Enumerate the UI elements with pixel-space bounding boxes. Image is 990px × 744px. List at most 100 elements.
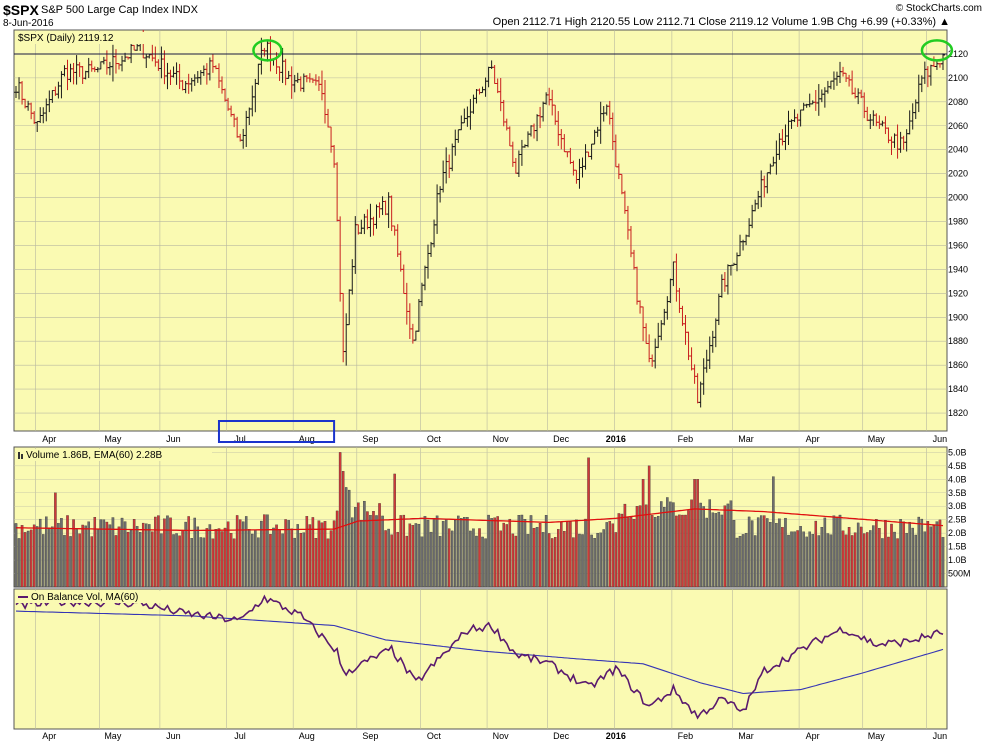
volume-bar	[893, 531, 896, 588]
x-tick-label: Jun	[166, 434, 181, 444]
volume-bar	[190, 538, 193, 588]
volume-bar	[172, 534, 175, 588]
volume-bar	[251, 533, 254, 588]
volume-bar	[826, 533, 830, 588]
volume-bar	[450, 530, 454, 588]
volume-ema-line	[16, 508, 944, 532]
volume-bar	[756, 517, 760, 588]
volume-bar	[138, 532, 142, 588]
volume-bar	[847, 527, 851, 588]
volume-bar	[278, 529, 281, 588]
volume-bar	[881, 538, 884, 588]
volume-bar	[535, 527, 539, 588]
volume-bar	[538, 523, 542, 588]
volume-bar	[787, 534, 790, 588]
volume-bar	[772, 476, 775, 588]
volume-bar	[51, 526, 54, 588]
volume-bar	[620, 513, 624, 588]
volume-bar	[381, 515, 384, 588]
volume-bar	[387, 528, 390, 588]
volume-bar	[141, 522, 145, 588]
volume-bar	[120, 517, 124, 588]
volume-bar	[520, 514, 524, 588]
volume-bar	[475, 535, 478, 588]
volume-bar	[390, 534, 393, 588]
volume-bar	[293, 537, 296, 588]
volume-bar	[29, 529, 33, 588]
volume-bar	[284, 519, 287, 588]
x-tick-label: Sep	[362, 434, 378, 444]
volume-bar	[72, 519, 75, 588]
volume-bar	[423, 516, 427, 588]
volume-bar	[129, 530, 133, 588]
volume-bar	[878, 528, 881, 588]
volume-bar	[378, 503, 381, 588]
x-tick-label-bottom: Oct	[427, 731, 442, 741]
volume-bar	[35, 526, 39, 588]
volume-bar	[560, 521, 563, 588]
volume-bar	[23, 532, 27, 588]
volume-bar	[484, 538, 487, 588]
highlight-box-jul-aug	[217, 420, 336, 443]
volume-bar	[75, 529, 78, 588]
panel-1-background	[13, 29, 948, 432]
volume-bar	[841, 530, 845, 588]
x-tick-label: Apr	[42, 434, 56, 444]
volume-bar	[290, 528, 293, 588]
volume-bar	[884, 520, 887, 588]
volume-bar	[502, 522, 505, 588]
volume-bar	[890, 523, 893, 588]
volume-bar	[487, 514, 490, 588]
volume-bar	[326, 538, 330, 588]
volume-bar	[735, 537, 739, 588]
volume-bar	[144, 523, 148, 588]
volume-bar	[84, 525, 87, 588]
volume-bar	[132, 519, 136, 588]
volume-bar	[241, 521, 245, 588]
volume-bar	[69, 536, 72, 588]
volume-bar	[908, 521, 911, 588]
volume-bar	[511, 533, 515, 588]
price-axis-tick: 2080	[948, 97, 968, 107]
volume-bar	[859, 526, 863, 588]
volume-bar	[690, 499, 693, 588]
volume-bar	[617, 513, 621, 588]
volume-bar	[902, 521, 905, 588]
volume-bar	[217, 528, 221, 588]
volume-bar	[426, 519, 430, 588]
brand-watermark[interactable]: © StockCharts.com	[895, 3, 982, 14]
volume-axis-tick: 3.5B	[948, 488, 967, 498]
volume-bar	[896, 538, 899, 588]
volume-bar	[681, 514, 684, 588]
volume-axis-tick: 4.5B	[948, 461, 967, 471]
volume-bar	[853, 532, 857, 588]
volume-bar	[850, 535, 854, 588]
x-tick-label: May	[104, 434, 122, 444]
volume-bar	[611, 523, 615, 588]
volume-bar	[148, 524, 151, 588]
volume-bar	[93, 517, 97, 588]
volume-bar	[305, 516, 309, 588]
volume-bar	[54, 492, 57, 588]
volume-bar	[214, 529, 218, 588]
volume-bar	[457, 515, 460, 588]
volume-bar	[544, 515, 548, 588]
volume-bar	[644, 504, 648, 588]
volume-bar	[866, 532, 869, 588]
volume-bar	[653, 517, 657, 588]
volume-bar	[196, 526, 200, 588]
x-tick-label-bottom: Sep	[362, 731, 378, 741]
volume-legend-swatch	[21, 454, 23, 459]
volume-bar	[63, 535, 66, 588]
volume-bar	[563, 531, 566, 588]
volume-bar	[708, 499, 712, 588]
volume-bar	[741, 534, 745, 588]
volume-bar	[481, 536, 484, 588]
volume-bar	[632, 518, 636, 588]
volume-bar	[802, 531, 805, 588]
volume-bar	[575, 519, 578, 588]
volume-bar	[938, 519, 942, 588]
volume-bar	[175, 533, 178, 588]
volume-bar	[941, 537, 945, 588]
volume-axis-tick: 4.0B	[948, 474, 967, 484]
